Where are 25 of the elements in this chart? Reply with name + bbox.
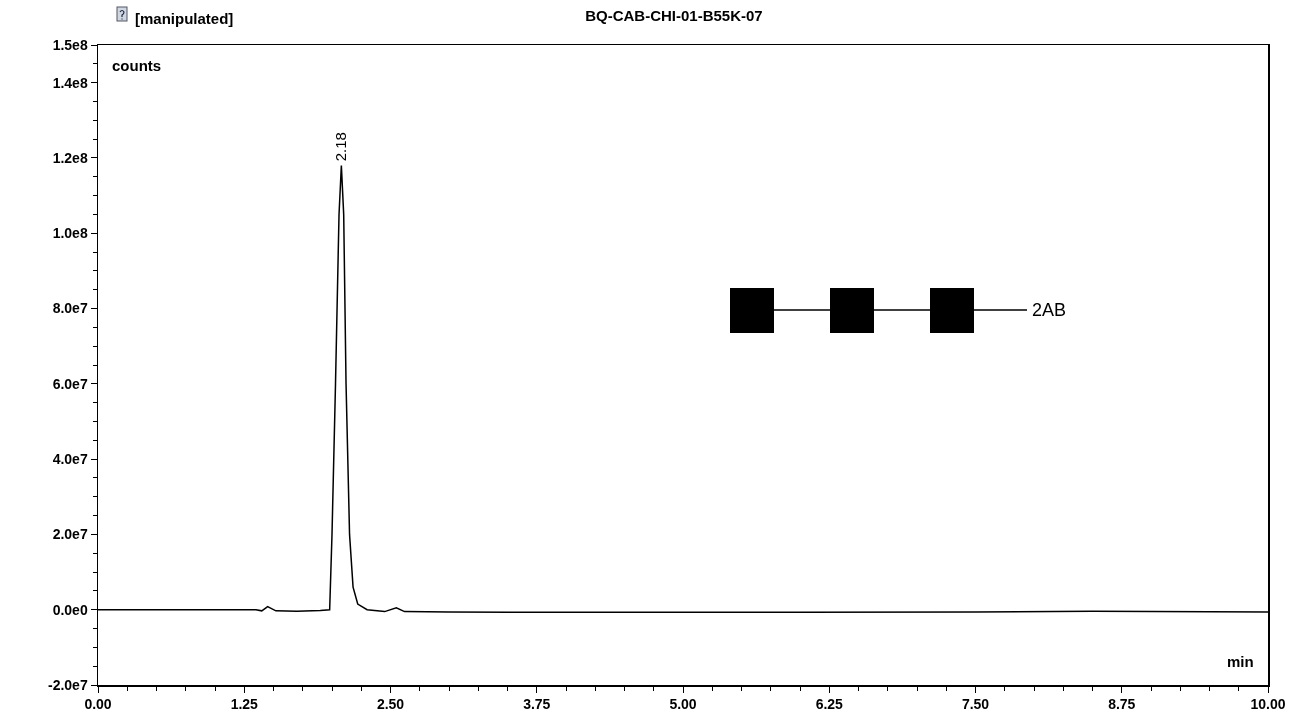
annotation: 2AB — [1032, 300, 1067, 320]
chart-title: BQ-CAB-CHI-01-B55K-07 — [585, 7, 763, 25]
y-tick-label: 1.0e8 — [52, 225, 88, 242]
y-axis-title: counts — [112, 57, 162, 74]
x-tick-label: 8.75 — [1108, 696, 1136, 713]
y-tick-label: 8.0e7 — [52, 300, 88, 317]
y-tick-label: 6.0e7 — [52, 375, 88, 392]
y-tick-label: 4.0e7 — [52, 451, 88, 468]
x-tick-label: 5.00 — [669, 696, 697, 713]
y-tick-label: 0.0e0 — [52, 601, 88, 618]
y-tick-label: 2.0e7 — [52, 526, 88, 543]
x-tick-label: 1.25 — [230, 696, 259, 713]
annotation: 2.18 — [332, 132, 350, 162]
x-tick-label: 2.50 — [376, 696, 405, 713]
x-tick-label: 3.75 — [523, 696, 551, 713]
text: [manipulated] — [135, 10, 234, 27]
x-tick-label: 0.00 — [84, 696, 112, 713]
x-tick-label: 10.00 — [1250, 696, 1286, 713]
y-tick-label: -2.0e7 — [48, 676, 88, 693]
x-tick-label: 6.25 — [815, 696, 844, 713]
y-tick-label: 1.2e8 — [52, 149, 88, 166]
y-tick-label: 1.5e8 — [52, 36, 88, 53]
y-tick-label: 1.4e8 — [52, 74, 88, 91]
x-axis-title: min — [1227, 653, 1254, 670]
x-tick-label: 7.50 — [961, 696, 990, 713]
